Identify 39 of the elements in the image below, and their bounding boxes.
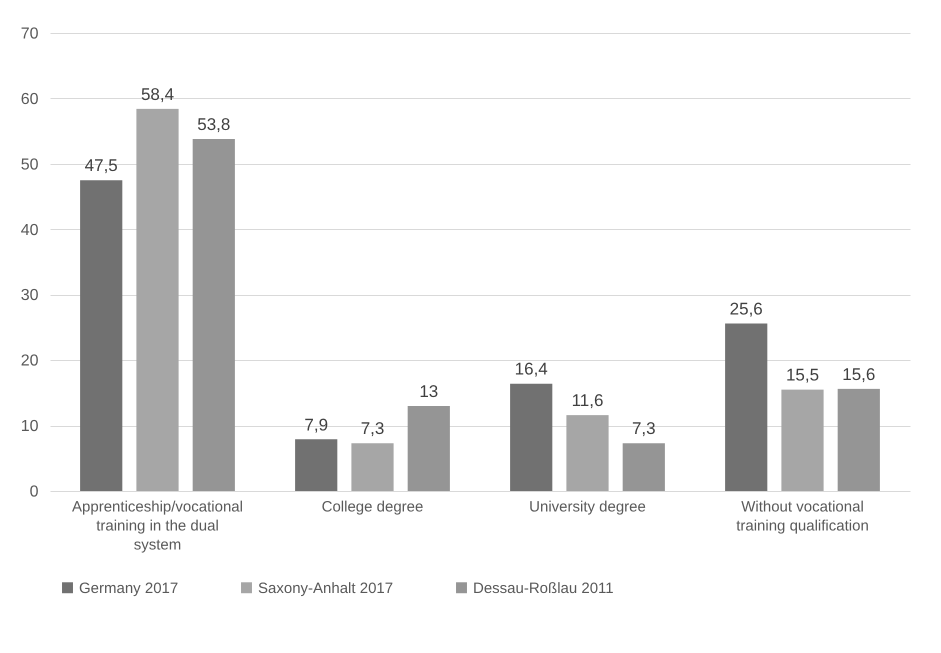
bar: [136, 108, 179, 491]
data-label: 15,5: [786, 366, 820, 385]
y-tick-label: 10: [20, 418, 39, 436]
x-tick-label: College degree: [322, 498, 424, 516]
data-label: 7,3: [632, 419, 656, 438]
data-label: 7,9: [304, 415, 328, 434]
data-label: 47,5: [84, 156, 118, 176]
y-tick-label: 30: [20, 287, 39, 304]
data-label: 58,4: [140, 84, 174, 104]
bar: [566, 415, 609, 491]
bar: [725, 324, 768, 491]
y-tick-label: 0: [30, 484, 39, 500]
x-tick-label: University degree: [529, 498, 646, 516]
y-tick-label: 60: [20, 90, 39, 108]
bar: [838, 388, 880, 491]
x-tick-label: Apprenticeship/vocational training in the dual system: [72, 498, 243, 554]
data-label: 7,3: [360, 419, 384, 438]
bar: [351, 443, 394, 491]
bar: [622, 443, 665, 491]
y-tick-label: 40: [20, 222, 39, 239]
data-label: 15,6: [842, 364, 876, 384]
x-tick-label: Without vocational training qualification: [736, 498, 869, 534]
data-label: 53,8: [197, 114, 230, 134]
bar: [510, 384, 552, 491]
bar: [408, 406, 450, 491]
y-tick-label: 70: [20, 26, 39, 42]
bar: [295, 439, 338, 491]
y-tick-label: 50: [20, 156, 39, 174]
bar: [781, 390, 824, 491]
data-label: 11,6: [572, 391, 604, 410]
legend-label: Dessau-Roßlau 2011: [473, 580, 614, 597]
data-label: 16,4: [514, 360, 548, 379]
y-tick-label: 20: [20, 352, 39, 370]
data-label: 13: [419, 382, 438, 401]
bar: [192, 138, 235, 491]
legend-label: Germany 2017: [79, 580, 178, 597]
legend-label: Saxony-Anhalt 2017: [258, 580, 394, 597]
data-label: 25,6: [730, 300, 763, 319]
bar: [80, 180, 122, 491]
